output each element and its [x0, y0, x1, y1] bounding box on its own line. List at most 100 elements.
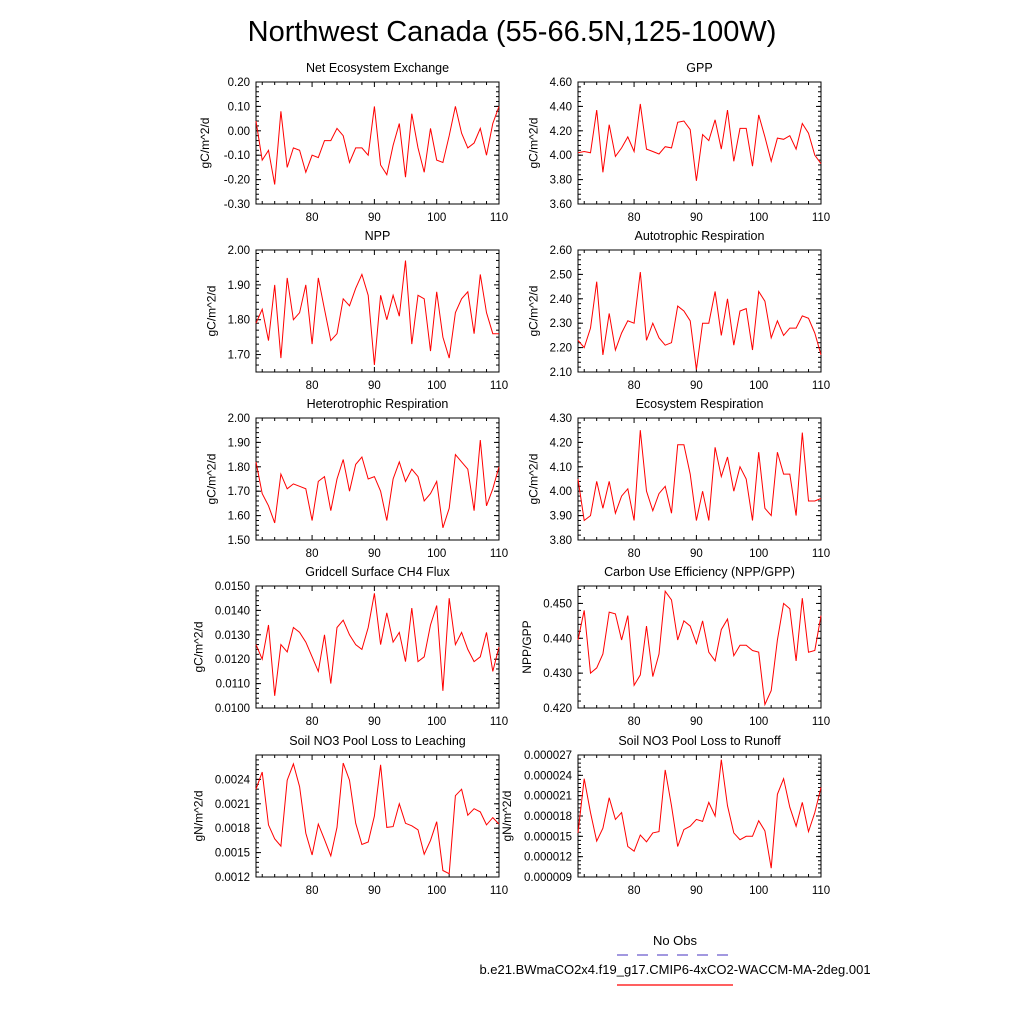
x-tick-label: 90	[368, 380, 381, 392]
series-line-0	[255, 593, 500, 696]
y-tick-label: 1.90	[228, 280, 250, 292]
x-tick-label: 110	[812, 548, 830, 560]
y-axis-label: gN/m^2/d	[500, 791, 514, 842]
y-axis-label: gC/m^2/d	[527, 286, 541, 337]
legend-obs-label: No Obs	[653, 933, 698, 948]
panel-title: GPP	[686, 61, 712, 75]
y-tick-label: 0.450	[543, 598, 572, 610]
panel-5: Ecosystem Respiration 80 90 100 110 4.30 4.20 4…	[527, 397, 831, 560]
x-tick-label: 110	[490, 212, 508, 224]
y-tick-label: 0.000021	[524, 791, 572, 803]
panel-0: Net Ecosystem Exchange 80 90 100 110 0.20 0.10…	[198, 61, 508, 224]
y-axis-label: gC/m^2/d	[205, 286, 219, 337]
x-tick-label: 110	[490, 548, 508, 560]
y-tick-label: 0.000009	[524, 872, 572, 884]
x-tick-label: 100	[427, 548, 446, 560]
panel-6: Gridcell Surface CH4 Flux 80 90 100 110 0.015…	[191, 565, 508, 728]
plot-frame	[577, 585, 822, 709]
y-tick-label: 0.0018	[215, 823, 250, 835]
y-tick-label: 0.000012	[524, 852, 572, 864]
x-tick-label: 100	[427, 885, 446, 897]
x-tick-label: 110	[490, 380, 508, 392]
plot-frame	[255, 754, 500, 878]
x-tick-label: 90	[368, 548, 381, 560]
y-tick-label: 2.00	[228, 413, 250, 425]
y-tick-label: 4.00	[550, 486, 572, 498]
x-tick-label: 100	[749, 885, 768, 897]
y-tick-label: 0.440	[543, 633, 572, 645]
y-tick-label: 2.60	[550, 245, 572, 257]
panel-7: Carbon Use Efficiency (NPP/GPP) 80 90 100 11…	[520, 565, 830, 728]
y-tick-label: 0.0110	[216, 679, 250, 691]
x-tick-label: 100	[427, 212, 446, 224]
y-tick-label: 4.30	[550, 413, 572, 425]
y-tick-label: 4.40	[550, 101, 572, 113]
y-axis-label: gC/m^2/d	[527, 118, 541, 169]
y-tick-label: 3.80	[550, 175, 572, 187]
y-tick-label: 0.000018	[524, 811, 572, 823]
y-tick-label: 0.420	[543, 703, 572, 715]
y-tick-label: 0.0024	[215, 774, 251, 786]
x-tick-label: 80	[306, 212, 319, 224]
panel-8: Soil NO3 Pool Loss to Leaching 80 90 100 110…	[191, 734, 508, 897]
plot-frame	[255, 81, 500, 205]
series-line-0	[255, 106, 500, 185]
x-tick-label: 80	[628, 716, 641, 728]
y-tick-label: 4.10	[550, 462, 572, 474]
panel-title: Gridcell Surface CH4 Flux	[305, 565, 450, 579]
plot-frame	[577, 417, 822, 541]
x-tick-label: 100	[427, 716, 446, 728]
series-line-0	[577, 103, 822, 181]
y-tick-label: 2.50	[550, 269, 572, 281]
y-tick-label: 0.20	[228, 77, 250, 89]
y-tick-label: 0.0015	[215, 848, 250, 860]
x-tick-label: 100	[427, 380, 446, 392]
panel-9: Soil NO3 Pool Loss to Runoff 80 90 100 110 0.…	[500, 734, 830, 897]
x-tick-label: 80	[306, 380, 319, 392]
y-tick-label: 1.90	[228, 437, 250, 449]
y-tick-label: 0.0140	[215, 605, 250, 617]
panel-title: Autotrophic Respiration	[635, 229, 765, 243]
legend-case-label: b.e21.BWmaCO2x4.f19_g17.CMIP6-4xCO2-WACC…	[479, 962, 870, 977]
x-tick-label: 110	[812, 380, 830, 392]
y-tick-label: 1.80	[228, 462, 250, 474]
y-tick-label: 0.0120	[215, 654, 250, 666]
x-tick-label: 110	[812, 885, 830, 897]
y-tick-label: 0.10	[228, 101, 250, 113]
x-tick-label: 100	[749, 212, 768, 224]
y-tick-label: 0.430	[543, 668, 572, 680]
x-tick-label: 90	[690, 885, 703, 897]
panel-title: Soil NO3 Pool Loss to Runoff	[618, 734, 781, 748]
legend: No Obs b.e21.BWmaCO2x4.f19_g17.CMIP6-4xC…	[479, 933, 871, 986]
panel-title: Carbon Use Efficiency (NPP/GPP)	[604, 565, 795, 579]
panel-4: Heterotrophic Respiration 80 90 100 110 2.00 1…	[205, 397, 509, 560]
series-line-0	[577, 430, 822, 522]
series-line-0	[255, 260, 499, 366]
y-tick-label: 3.80	[550, 535, 572, 547]
y-tick-label: -0.10	[224, 150, 250, 162]
panel-3: Autotrophic Respiration 80 90 100 110 2.60 2.5…	[527, 229, 831, 392]
plot-frame	[577, 81, 822, 205]
x-tick-label: 90	[690, 548, 703, 560]
panel-2: NPP 80 90 100 110 2.00 1.90 1.80 1.70 gC/m^2/d	[205, 229, 509, 392]
y-axis-label: gC/m^2/d	[191, 622, 205, 673]
y-axis-label: NPP/GPP	[520, 620, 534, 673]
x-tick-label: 80	[306, 548, 319, 560]
y-tick-label: 0.000024	[524, 770, 573, 782]
plot-frame	[577, 249, 822, 373]
x-tick-label: 110	[812, 212, 830, 224]
y-tick-label: -0.30	[224, 199, 250, 211]
x-tick-label: 90	[690, 716, 703, 728]
y-tick-label: 1.80	[228, 315, 250, 327]
y-tick-label: 2.00	[228, 245, 250, 257]
y-axis-label: gC/m^2/d	[205, 454, 219, 505]
panel-title: Heterotrophic Respiration	[307, 397, 449, 411]
y-tick-label: 2.20	[550, 343, 572, 355]
y-tick-label: 1.70	[228, 486, 250, 498]
y-tick-label: 4.20	[550, 126, 572, 138]
y-axis-label: gC/m^2/d	[198, 118, 212, 169]
y-tick-label: 0.0012	[215, 872, 250, 884]
plot-frame	[255, 417, 500, 541]
x-tick-label: 110	[812, 716, 830, 728]
x-tick-label: 90	[690, 212, 703, 224]
